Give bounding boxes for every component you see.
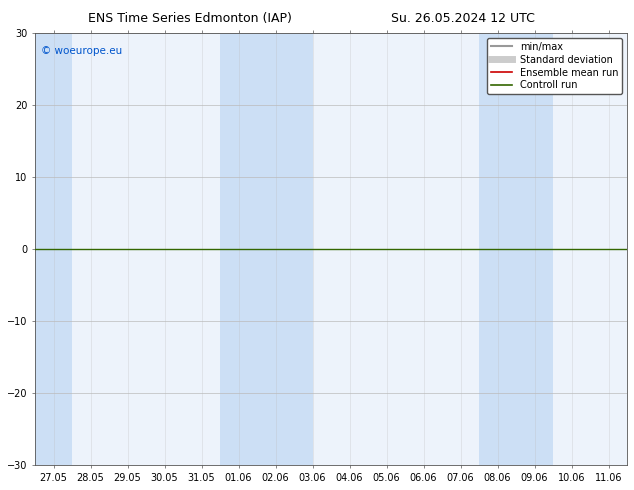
Text: ENS Time Series Edmonton (IAP): ENS Time Series Edmonton (IAP) <box>88 12 292 25</box>
Text: Su. 26.05.2024 12 UTC: Su. 26.05.2024 12 UTC <box>391 12 534 25</box>
Bar <box>220 33 313 466</box>
Bar <box>479 33 553 466</box>
Legend: min/max, Standard deviation, Ensemble mean run, Controll run: min/max, Standard deviation, Ensemble me… <box>487 38 622 95</box>
Text: © woeurope.eu: © woeurope.eu <box>41 46 122 56</box>
Bar <box>35 33 72 466</box>
